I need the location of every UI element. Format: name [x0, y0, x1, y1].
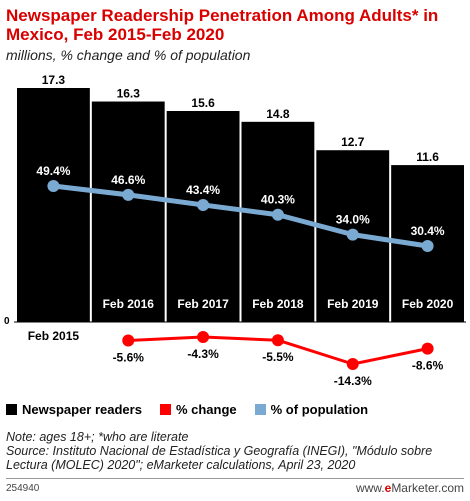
population-value-label: 40.3%	[261, 193, 295, 207]
chart-title: Newspaper Readership Penetration Among A…	[6, 6, 439, 44]
bar-value-label: 16.3	[117, 87, 141, 101]
legend-item-population: % of population	[254, 402, 369, 417]
population-point	[197, 198, 210, 211]
legend-swatch-change	[159, 404, 171, 415]
legend: Newspaper readers % change % of populati…	[6, 402, 368, 417]
bar	[91, 101, 165, 322]
chart: 17.3 16.3 15.6 14.8 12.7 11.6 0 Feb 2015 Feb 201…	[4, 73, 466, 388]
bar-value-label: 14.8	[266, 107, 290, 121]
source-line: Source: Instituto Nacional de Estadístic…	[6, 444, 433, 472]
population-value-label: 34.0%	[336, 213, 370, 227]
bar-value-label: 12.7	[341, 135, 365, 149]
x-tick-label: Feb 2015	[28, 329, 80, 343]
legend-label-readers: Newspaper readers	[22, 402, 142, 417]
brand-e: e	[384, 481, 392, 495]
x-tick-label: Feb 2019	[327, 297, 379, 311]
footer-divider	[6, 478, 464, 479]
legend-item-readers: Newspaper readers	[6, 402, 142, 417]
change-point	[271, 334, 284, 347]
population-series-line	[53, 183, 428, 249]
change-value-label: -8.6%	[412, 359, 444, 373]
population-value-label: 49.4%	[36, 164, 70, 178]
chart-subtitle: millions, % change and % of population	[6, 47, 251, 63]
change-point	[122, 334, 135, 347]
change-value-label: -4.3%	[187, 347, 219, 361]
y-axis-zero-label: 0	[4, 316, 10, 327]
population-point	[47, 180, 60, 192]
change-point	[421, 342, 434, 355]
bar	[17, 88, 90, 322]
legend-item-change: % change	[159, 402, 237, 417]
bar-value-label: 17.3	[42, 73, 66, 87]
population-point	[271, 208, 284, 221]
population-value-label: 43.4%	[186, 183, 220, 197]
change-value-label: -14.3%	[334, 374, 372, 388]
legend-swatch-readers	[6, 404, 17, 415]
population-point	[122, 188, 135, 201]
brand-logo: www.eMarketer.com	[356, 481, 464, 495]
note-line: Note: ages 18+; *who are literate	[6, 430, 189, 444]
brand-suffix: Marketer.com	[391, 481, 464, 495]
legend-swatch-population	[254, 404, 266, 415]
x-tick-label: Feb 2020	[402, 297, 454, 311]
brand-prefix: www.	[355, 481, 385, 495]
change-value-label: -5.5%	[262, 350, 294, 364]
chart-id: 254940	[6, 483, 40, 494]
change-point	[346, 358, 359, 370]
bar-value-label: 15.6	[191, 96, 215, 110]
x-tick-label: Feb 2018	[252, 297, 304, 311]
bar-value-label: 11.6	[416, 150, 439, 164]
population-value-label: 30.4%	[411, 224, 445, 238]
notes: Note: ages 18+; *who are literate Source…	[6, 430, 464, 472]
x-tick-label: Feb 2016	[103, 297, 155, 311]
change-point	[197, 331, 210, 343]
bar	[166, 110, 240, 322]
x-tick-label: Feb 2017	[177, 297, 229, 311]
change-value-label: -5.6%	[113, 351, 145, 365]
population-point	[346, 228, 359, 241]
legend-label-change: % change	[175, 402, 237, 417]
population-point	[421, 240, 434, 252]
population-value-label: 46.6%	[111, 173, 145, 187]
legend-label-population: % of population	[270, 402, 369, 417]
